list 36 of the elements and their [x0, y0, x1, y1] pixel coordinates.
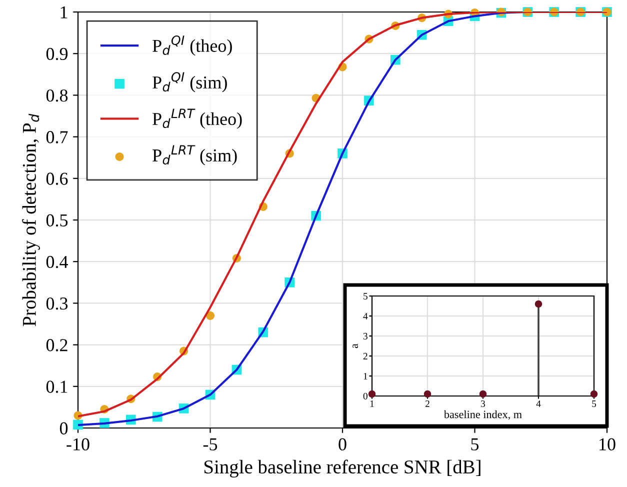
legend-label: P$_{d}$$^{QI}$ (sim) — [152, 72, 227, 92]
x-axis-title: baseline index, m — [444, 410, 522, 420]
y-tick-label: 0.3 — [46, 297, 68, 310]
y-tick-label: 1 — [60, 6, 68, 18]
y-tick-label: 2 — [363, 352, 368, 360]
y-tick-label: 0.8 — [46, 89, 68, 102]
x-tick-label: -5 — [203, 438, 218, 450]
legend-label: P$_{d}$$^{LRT}$ (sim) — [152, 145, 237, 166]
point — [206, 311, 215, 320]
x-tick-label: 0 — [338, 438, 346, 450]
y-tick-label: 0 — [60, 422, 68, 434]
y-tick-label: 0 — [363, 392, 368, 400]
y-tick-label: 0.6 — [46, 172, 68, 185]
y-tick-label: 1 — [364, 372, 368, 380]
y-tick-label: 0.4 — [46, 256, 68, 268]
x-axis-title: Single baseline reference SNR [dB] — [204, 460, 480, 478]
x-tick-label: 4 — [536, 400, 541, 407]
x-tick-label: 2 — [425, 400, 430, 407]
y-tick-label: 3 — [363, 332, 368, 340]
y-tick-label: 0.7 — [46, 131, 68, 144]
x-tick-label: 10 — [600, 438, 616, 450]
legend-label: P$_{d}$$^{LRT}$ (theo) — [152, 108, 242, 129]
y-axis-title: a — [352, 344, 358, 348]
y-tick-label: 5 — [364, 293, 368, 300]
y-tick-label: 4 — [363, 312, 368, 320]
x-tick-label: 5 — [592, 400, 596, 408]
x-tick-label: -10 — [66, 438, 90, 450]
y-tick-label: 0.9 — [46, 48, 68, 60]
y-tick-label: 0.2 — [46, 339, 68, 352]
legend-label: P$_{d}$$^{QI}$ (theo) — [152, 35, 232, 56]
y-tick-label: 0.1 — [46, 380, 68, 393]
x-tick-label: 5 — [471, 438, 479, 450]
x-tick-label: 3 — [481, 400, 486, 408]
x-tick-label: 1 — [370, 400, 374, 407]
y-axis-title: Probability of detection, P$_{d}$ — [22, 114, 40, 326]
y-tick-label: 0.5 — [46, 214, 68, 227]
